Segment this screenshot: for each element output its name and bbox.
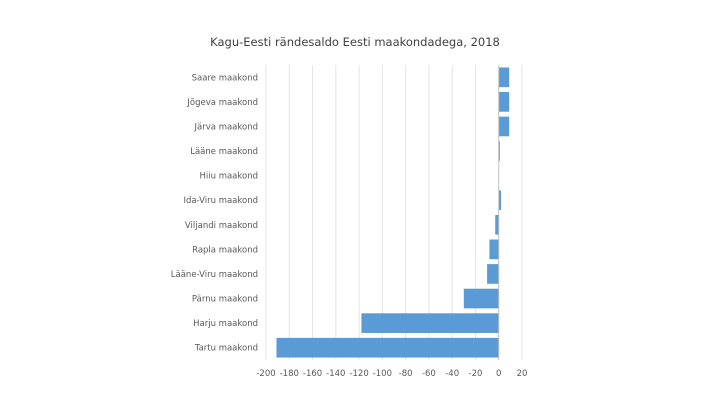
x-tick-label: 20	[517, 369, 528, 379]
x-tick-label: -180	[280, 369, 299, 379]
category-label: Pärnu maakond	[192, 295, 258, 305]
category-label: Tartu maakond	[194, 344, 258, 354]
x-tick-label: 0	[496, 369, 501, 379]
bar	[489, 239, 499, 260]
bar	[276, 337, 499, 358]
x-tick-label: -20	[469, 369, 483, 379]
bar	[498, 116, 510, 137]
x-tick-label: -80	[399, 369, 413, 379]
bar	[498, 92, 510, 112]
bars	[276, 67, 510, 358]
gridlines	[265, 65, 523, 360]
category-label: Lääne-Viru maakond	[171, 270, 258, 280]
category-label: Jõgeva maakond	[186, 98, 258, 108]
bar	[498, 67, 510, 88]
category-label: Harju maakond	[193, 319, 258, 329]
bar	[495, 214, 499, 235]
bar	[498, 190, 502, 211]
x-tick-label: -100	[373, 369, 392, 379]
category-label: Viljandi maakond	[185, 221, 258, 231]
x-tick-label: -60	[422, 369, 436, 379]
x-tick-label: -40	[445, 369, 459, 379]
bar	[463, 288, 499, 309]
x-tick-label: -160	[303, 369, 322, 379]
x-tick-label: -120	[349, 369, 368, 379]
bar	[498, 141, 500, 161]
x-tick-label: -140	[326, 369, 345, 379]
bar	[487, 264, 499, 284]
category-label: Lääne maakond	[190, 147, 258, 157]
x-tick-label: -200	[256, 369, 275, 379]
category-label: Rapla maakond	[192, 245, 258, 255]
category-label: Saare maakond	[192, 73, 258, 83]
x-tick-labels: -200 -180 -160 -140 -120 -100 -80 -60 -40 -20 0 20	[256, 369, 527, 379]
category-label: Ida-Viru maakond	[183, 196, 258, 206]
chart-title: Kagu-Eesti rändesaldo Eesti maakondadega…	[210, 35, 500, 49]
category-label: Järva maakond	[194, 122, 258, 132]
category-label: Hiiu maakond	[199, 172, 258, 182]
category-labels: Saare maakond Jõgeva maakond Järva maakond…	[171, 73, 258, 353]
bar	[361, 313, 499, 333]
